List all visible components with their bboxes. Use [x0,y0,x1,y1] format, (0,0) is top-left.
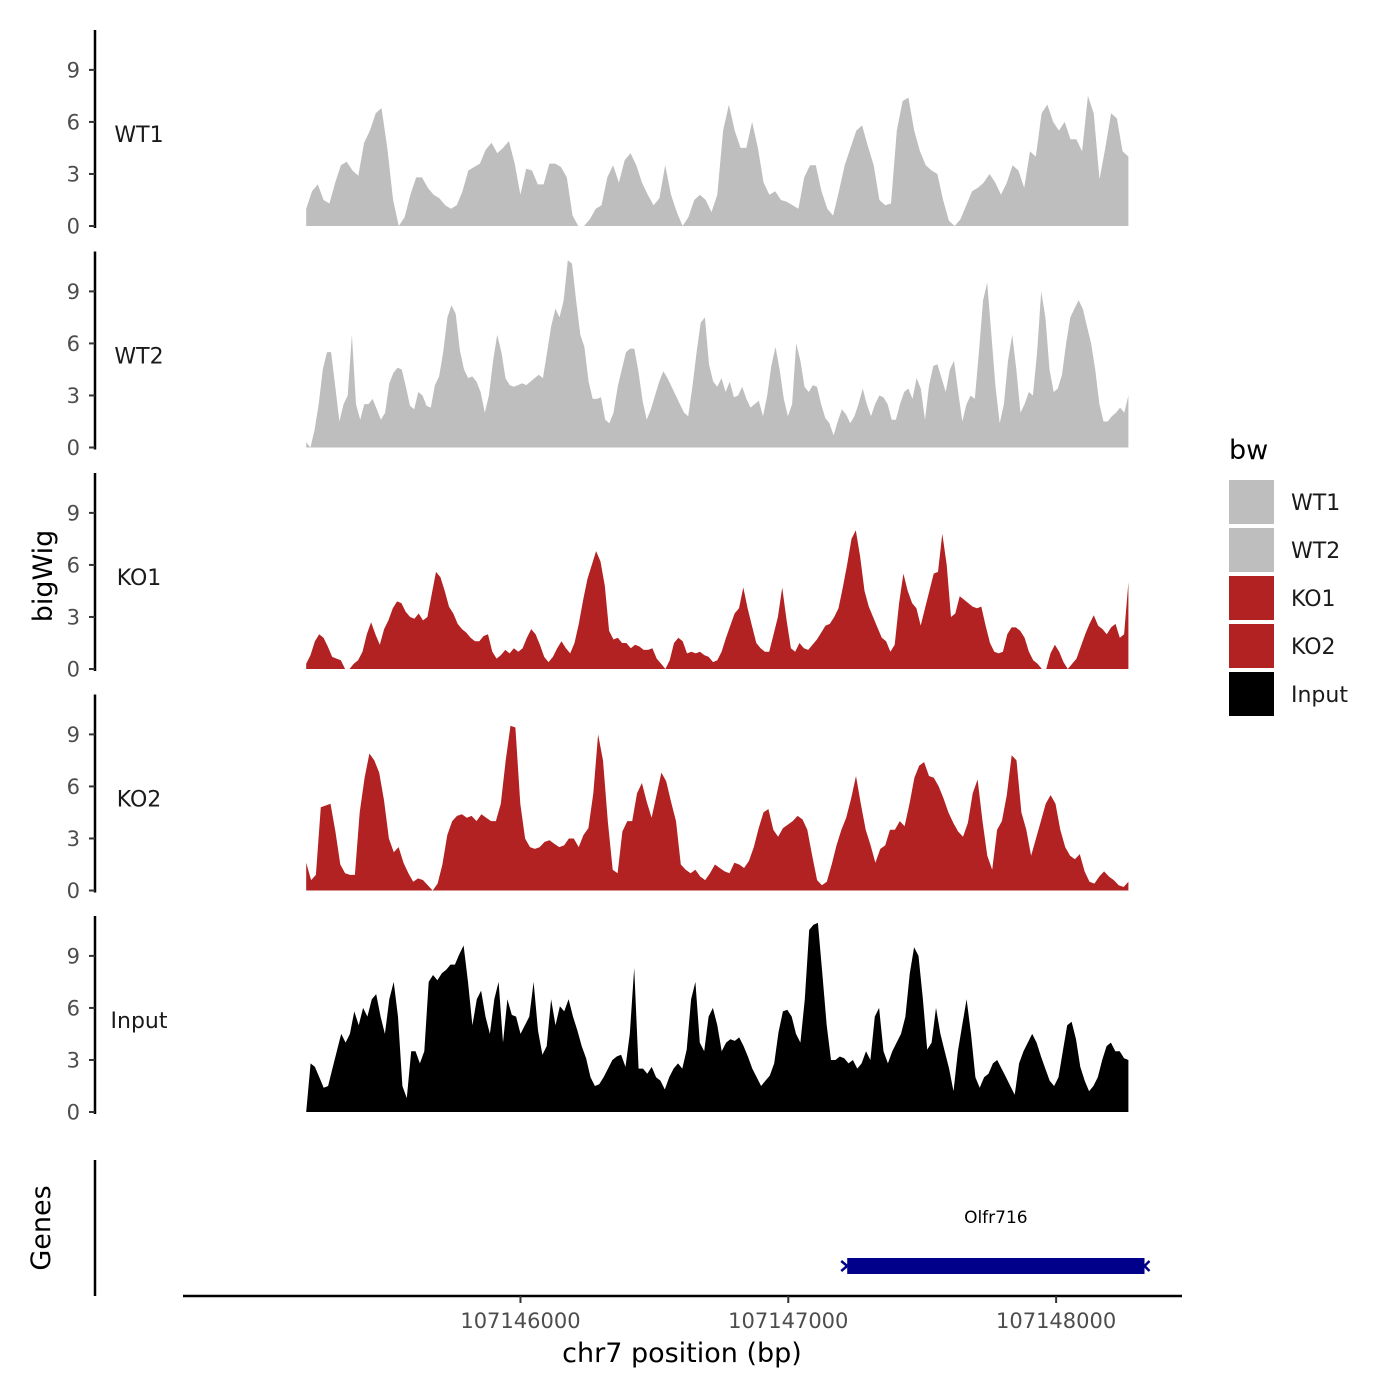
track-wt2: 0 3 6 9 WT2 [67,251,1129,460]
y-tick-label: 6 [67,553,80,577]
coverage-area-wt2 [306,260,1129,448]
y-tick-label: 9 [67,58,80,82]
track-label-wt1: WT1 [114,123,163,148]
y-tick-label: 9 [67,501,80,525]
x-tick-label: 107146000 [460,1309,580,1333]
x-axis-title: chr7 position (bp) [562,1338,802,1369]
y-tick-label: 0 [67,1101,80,1125]
y-tick-label: 0 [67,436,80,460]
gene-label-olfr716: Olfr716 [964,1208,1028,1228]
gene-strand-marker [1142,1260,1151,1272]
y-tick-label: 6 [67,996,80,1020]
x-tick-label: 107148000 [996,1309,1116,1333]
legend-swatch-input [1229,672,1274,716]
x-axis: chr7 position (bp) 107146000 107147000 107… [183,1294,1182,1369]
legend-label-wt2: WT2 [1291,539,1340,564]
y-tick-label: 3 [67,1048,80,1072]
coverage-area-ko2 [306,725,1129,891]
legend-swatch-ko1 [1229,576,1274,620]
track-ko2: 0 3 6 9 KO2 [67,694,1129,903]
gene-track-title: Genes [26,1185,57,1270]
track-ko1: 0 3 6 9 KO1 [67,473,1129,682]
y-tick-label: 6 [67,110,80,134]
y-tick-label: 0 [67,658,80,682]
track-wt1: 0 3 6 9 WT1 [67,30,1129,239]
legend-swatch-wt2 [1229,528,1274,572]
track-label-ko1: KO1 [117,566,162,591]
coverage-area-ko1 [306,530,1129,669]
x-tick-label: 107147000 [728,1309,848,1333]
gene-track: Genes Olfr716 [26,1160,1151,1296]
legend-label-input: Input [1291,683,1348,708]
track-label-wt2: WT2 [114,345,163,370]
y-tick-label: 3 [67,162,80,186]
gene-strand-marker [840,1260,850,1272]
y-tick-label: 9 [67,280,80,304]
gene-body-olfr716 [847,1258,1145,1274]
y-tick-label: 9 [67,723,80,747]
y-tick-label: 0 [67,215,80,239]
y-tick-label: 6 [67,332,80,356]
y-tick-label: 6 [67,775,80,799]
legend-swatch-ko2 [1229,624,1274,668]
coverage-area-input [306,922,1129,1112]
legend-title: bw [1229,435,1268,466]
legend: bw WT1 WT2 KO1 KO2 Input [1229,435,1348,716]
y-tick-label: 3 [67,827,80,851]
coverage-tracks: 0 3 6 9 WT1 0 3 6 9 WT2 0 3 6 9 KO1 0 3 6 9 KO2 0 3 6 9 Input [67,30,1129,1125]
track-label-ko2: KO2 [117,788,162,813]
legend-swatch-wt1 [1229,480,1274,524]
legend-label-ko1: KO1 [1291,587,1336,612]
y-tick-label: 0 [67,879,80,903]
track-input: 0 3 6 9 Input [67,916,1129,1125]
legend-label-wt1: WT1 [1291,491,1340,516]
y-tick-label: 3 [67,384,80,408]
y-tick-label: 9 [67,944,80,968]
coverage-area-wt1 [306,95,1129,227]
track-label-input: Input [111,1009,168,1034]
y-axis-title: bigWig [28,530,59,623]
y-tick-label: 3 [67,605,80,629]
legend-label-ko2: KO2 [1291,635,1336,660]
